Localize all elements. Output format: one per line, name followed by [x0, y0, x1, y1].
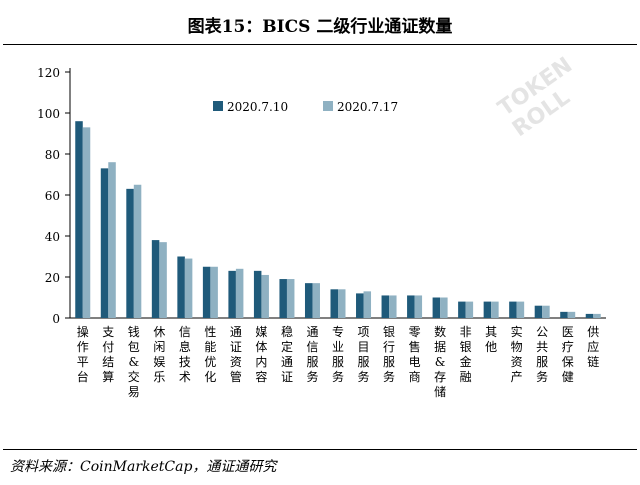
category-label: 专业服务	[332, 324, 344, 384]
bar-series2-6	[235, 268, 244, 318]
bar-series2-12	[389, 295, 397, 318]
bar-series1-9	[304, 283, 313, 318]
bar-series2-15	[465, 301, 474, 318]
bar-series1-1	[100, 168, 109, 318]
bar-series2-13	[414, 295, 423, 318]
legend: 2020.7.10 2020.7.17	[213, 100, 398, 114]
bar-series2-10	[338, 289, 346, 318]
bar-series2-19	[567, 311, 576, 318]
bar-series2-3	[159, 242, 167, 318]
y-tick-label: 0	[52, 312, 60, 326]
bar-series1-12	[381, 295, 390, 318]
bar-series2-14	[440, 297, 448, 318]
bar-series2-9	[312, 283, 320, 318]
bars	[75, 121, 601, 318]
category-label: 稳定通证	[281, 324, 293, 384]
bar-series2-17	[516, 301, 525, 318]
legend-swatch-2	[323, 101, 333, 111]
category-label: 银行服务	[383, 325, 395, 384]
y-tick-label: 20	[45, 271, 60, 285]
category-label: 项目服务	[358, 325, 370, 384]
category-label: 零售电商	[409, 325, 421, 384]
bar-series1-3	[151, 240, 160, 318]
bar-series1-20	[585, 313, 594, 318]
bar-series1-2	[126, 188, 134, 318]
category-label: 医疗保健	[562, 325, 574, 384]
category-label: 公共服务	[536, 325, 548, 384]
bar-series2-20	[593, 313, 601, 318]
category-label: 非银金融	[460, 325, 472, 384]
bar-series1-7	[253, 270, 262, 318]
footer-divider	[3, 449, 637, 450]
bar-series1-6	[228, 270, 236, 318]
bar-series1-11	[356, 293, 364, 318]
y-tick-label: 60	[45, 189, 60, 203]
y-tick-label: 100	[37, 107, 60, 121]
bar-series2-11	[363, 291, 372, 318]
bar-series1-5	[202, 266, 211, 318]
y-tick-label: 120	[37, 66, 60, 80]
bar-series1-16	[483, 301, 492, 318]
bar-chart: 0 20 40 60 80 100 120 操作平台 支付结算 钱包&交易 休闲娱乐 信息技术 性能优…	[37, 66, 606, 399]
bar-series1-19	[560, 311, 568, 318]
bar-series1-0	[75, 121, 83, 318]
bar-series2-18	[542, 305, 550, 318]
bar-series2-0	[82, 127, 91, 318]
bar-series2-8	[286, 279, 295, 318]
bar-series2-4	[184, 258, 193, 318]
category-label: 性能优化	[204, 325, 216, 384]
category-label: 数据&存储	[434, 324, 446, 399]
category-label: 通信服务	[306, 325, 318, 384]
bar-series1-10	[330, 289, 338, 318]
legend-swatch-1	[213, 101, 223, 111]
category-label: 其他	[485, 325, 497, 354]
chart-title: 图表15：BICS 二级行业通证数量	[187, 17, 453, 37]
source-note: 资料来源：CoinMarketCap，通证通研究	[10, 459, 277, 475]
bar-series2-5	[210, 266, 218, 318]
y-tick-label: 80	[45, 148, 60, 162]
category-label: 支付结算	[102, 325, 114, 384]
legend-label-2: 2020.7.17	[337, 100, 398, 114]
bar-series1-14	[432, 297, 441, 318]
bar-series1-17	[509, 301, 517, 318]
category-label: 通证资管	[230, 325, 242, 384]
category-labels: 操作平台 支付结算 钱包&交易 休闲娱乐 信息技术 性能优化 通证资管 媒体内容 稳定通证 通信服…	[77, 324, 599, 399]
bar-series1-15	[458, 301, 466, 318]
category-label: 休闲娱乐	[153, 325, 165, 384]
bar-series1-13	[407, 295, 415, 318]
category-label: 操作平台	[77, 324, 89, 384]
bar-series1-18	[534, 305, 543, 318]
bar-series2-7	[261, 274, 269, 318]
category-label: 实物资产	[511, 324, 523, 384]
bar-series1-8	[279, 279, 287, 318]
title-divider	[3, 44, 637, 45]
bar-series1-4	[177, 256, 185, 318]
category-label: 供应链	[587, 325, 599, 369]
axes: 0 20 40 60 80 100 120	[37, 66, 606, 326]
category-label: 媒体内容	[255, 325, 267, 384]
legend-label-1: 2020.7.10	[227, 100, 288, 114]
category-label: 钱包&交易	[128, 324, 140, 399]
bar-series2-16	[491, 301, 499, 318]
bar-series2-2	[133, 184, 142, 318]
bar-series2-1	[108, 162, 116, 318]
category-label: 信息技术	[179, 325, 191, 384]
y-tick-label: 40	[45, 230, 60, 244]
